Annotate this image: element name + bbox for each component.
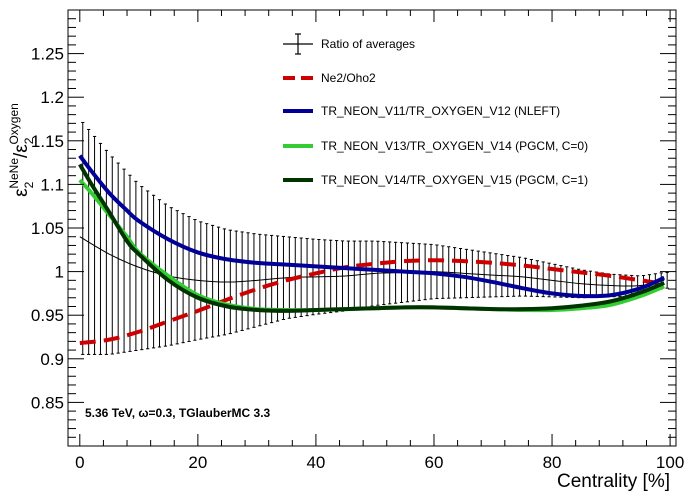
legend-label-ratio: Ratio of averages — [321, 37, 415, 51]
legend-label-2: TR_NEON_V11/TR_OXYGEN_V12 (NLEFT) — [321, 104, 560, 118]
legend-label-1: Ne2/Oho2 — [321, 71, 376, 85]
legend-label-3: TR_NEON_V13/TR_OXYGEN_V14 (PGCM, C=0) — [321, 139, 588, 153]
y-axis-title: ε2NeNe/ε2Oxygen — [7, 103, 36, 197]
y-tick-label: 1.15 — [31, 132, 64, 151]
x-tick-label: 40 — [306, 453, 325, 472]
chart-annotation: 5.36 TeV, ω=0.3, TGlauberMC 3.3 — [85, 406, 271, 420]
y-tick-label: 0.95 — [31, 306, 64, 325]
x-axis-title: Centrality [%] — [557, 471, 670, 492]
x-tick-label: 20 — [188, 453, 207, 472]
legend-label-4: TR_NEON_V14/TR_OXYGEN_V15 (PGCM, C=1) — [321, 173, 588, 187]
y-tick-label: 1 — [55, 263, 64, 282]
x-tick-label: 100 — [656, 453, 684, 472]
y-tick-label: 0.9 — [40, 350, 64, 369]
y-tick-label: 1.25 — [31, 45, 64, 64]
series-line-1 — [79, 258, 665, 346]
x-tick-label: 0 — [75, 453, 84, 472]
axes-layer: 0 20 40 60 80 100 0.85 0.9 0.95 1 1.05 1.1 1.15 1.2 1.… — [31, 10, 684, 472]
y-tick-label: 1.1 — [40, 175, 64, 194]
y-tick-label: 1.05 — [31, 219, 64, 238]
data-layer — [78, 121, 669, 355]
x-tick-label: 60 — [425, 453, 444, 472]
legend: Ratio of averages Ne2/Oho2 TR_NEON_V11/TR_… — [283, 33, 588, 187]
series-line-4 — [78, 163, 665, 313]
y-tick-label: 1.2 — [40, 88, 64, 107]
y-tick-label: 0.85 — [31, 393, 64, 412]
series-line-ratio-of-averages — [79, 236, 665, 287]
series-line-2 — [78, 154, 666, 299]
x-tick-label: 80 — [543, 453, 562, 472]
y-axis-title-text: ε2NeNe/ε2Oxygen — [7, 103, 36, 197]
